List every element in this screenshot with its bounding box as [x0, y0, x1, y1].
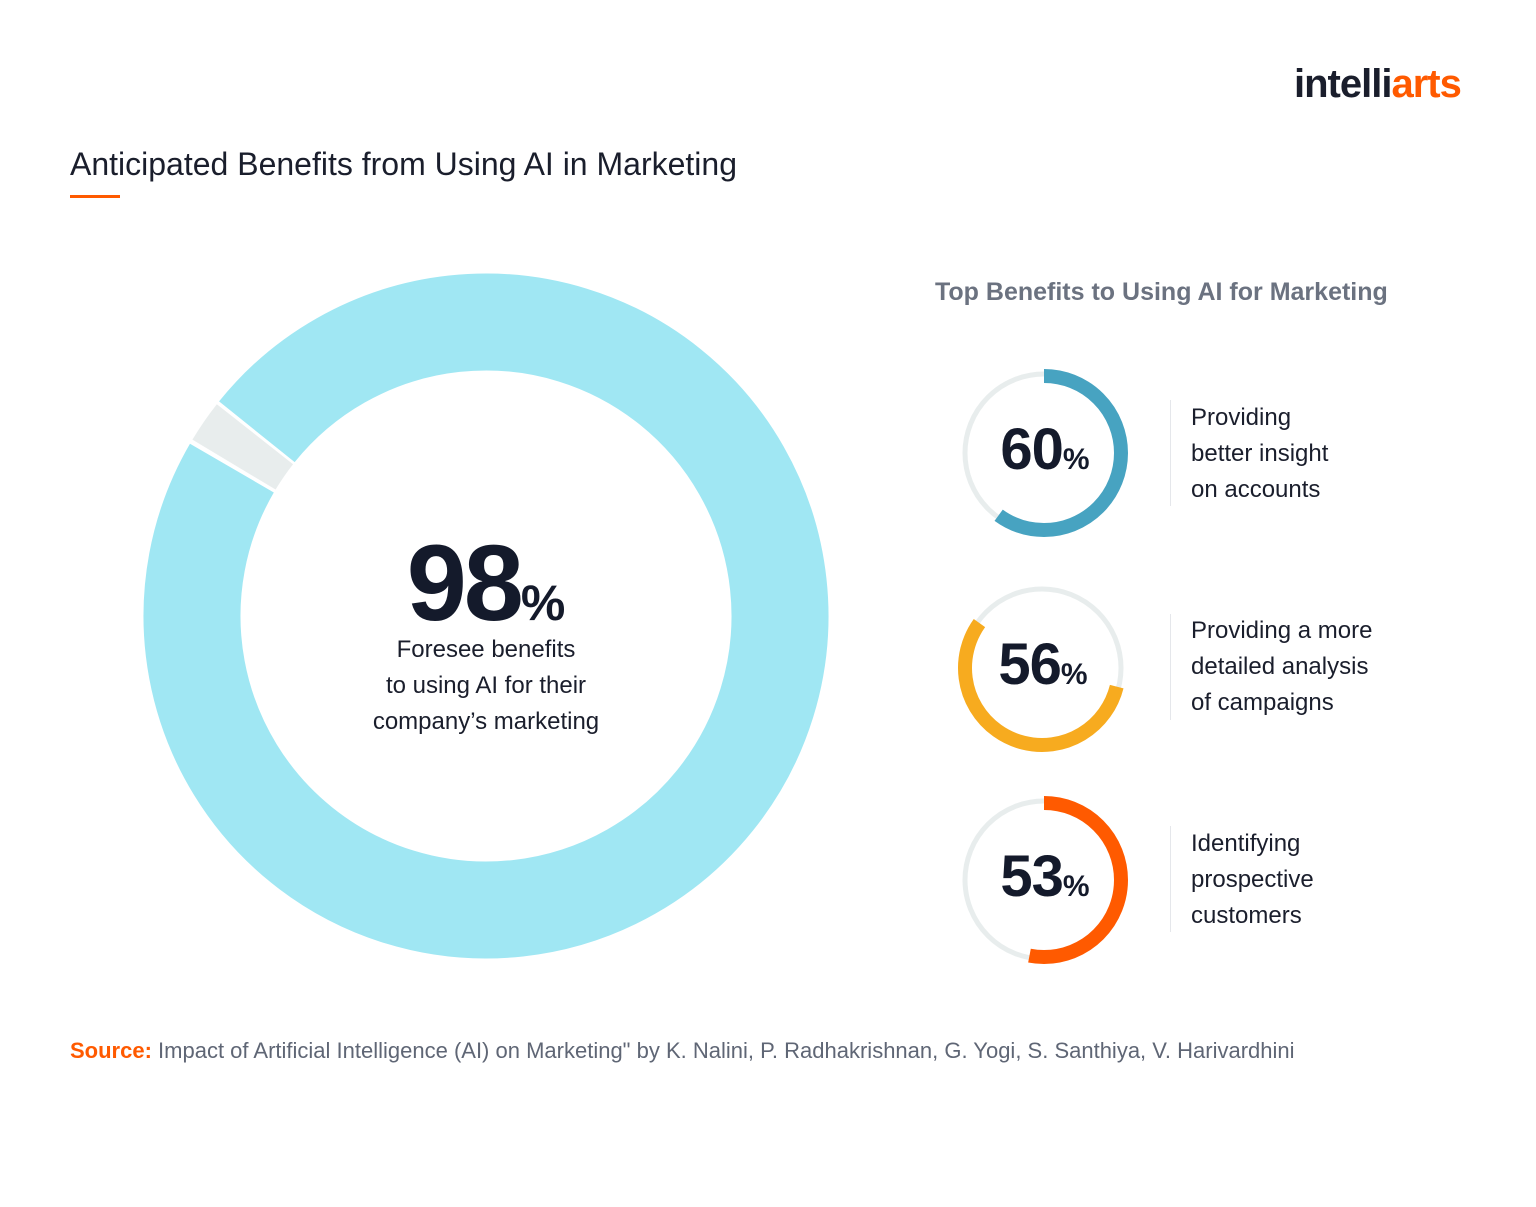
benefit-2-percentage: 56%	[998, 632, 1088, 697]
main-percentage: 98%	[406, 522, 566, 643]
divider	[1170, 400, 1171, 506]
divider	[1170, 614, 1171, 720]
benefit-3-label: Identifying prospective customers	[1191, 830, 1314, 929]
intelliarts-logo: intelliarts	[1294, 62, 1462, 106]
ring-value-arc	[960, 369, 1128, 537]
donut-slice-main	[143, 273, 829, 959]
divider	[1170, 826, 1171, 932]
benefit-2-label: Providing a more detailed analysis of camp…	[1191, 617, 1373, 716]
benefit-1-label: Providing better insight on accounts	[1191, 404, 1329, 503]
ring-value-arc	[960, 796, 1128, 964]
main-caption: Foresee benefits to using AI for their com…	[372, 636, 600, 735]
title-underline	[70, 195, 120, 198]
benefit-3-percentage: 53%	[1000, 844, 1090, 909]
benefits-title: Top Benefits to Using AI for Marketing	[935, 278, 1388, 306]
donut-slice-other	[143, 273, 829, 959]
source-note: Source: Impact of Artificial Intelligenc…	[70, 1038, 1295, 1063]
page-title: Anticipated Benefits from Using AI in Ma…	[70, 146, 737, 182]
ring-value-arc	[958, 584, 1126, 752]
benefit-1-percentage: 60%	[1000, 417, 1090, 482]
